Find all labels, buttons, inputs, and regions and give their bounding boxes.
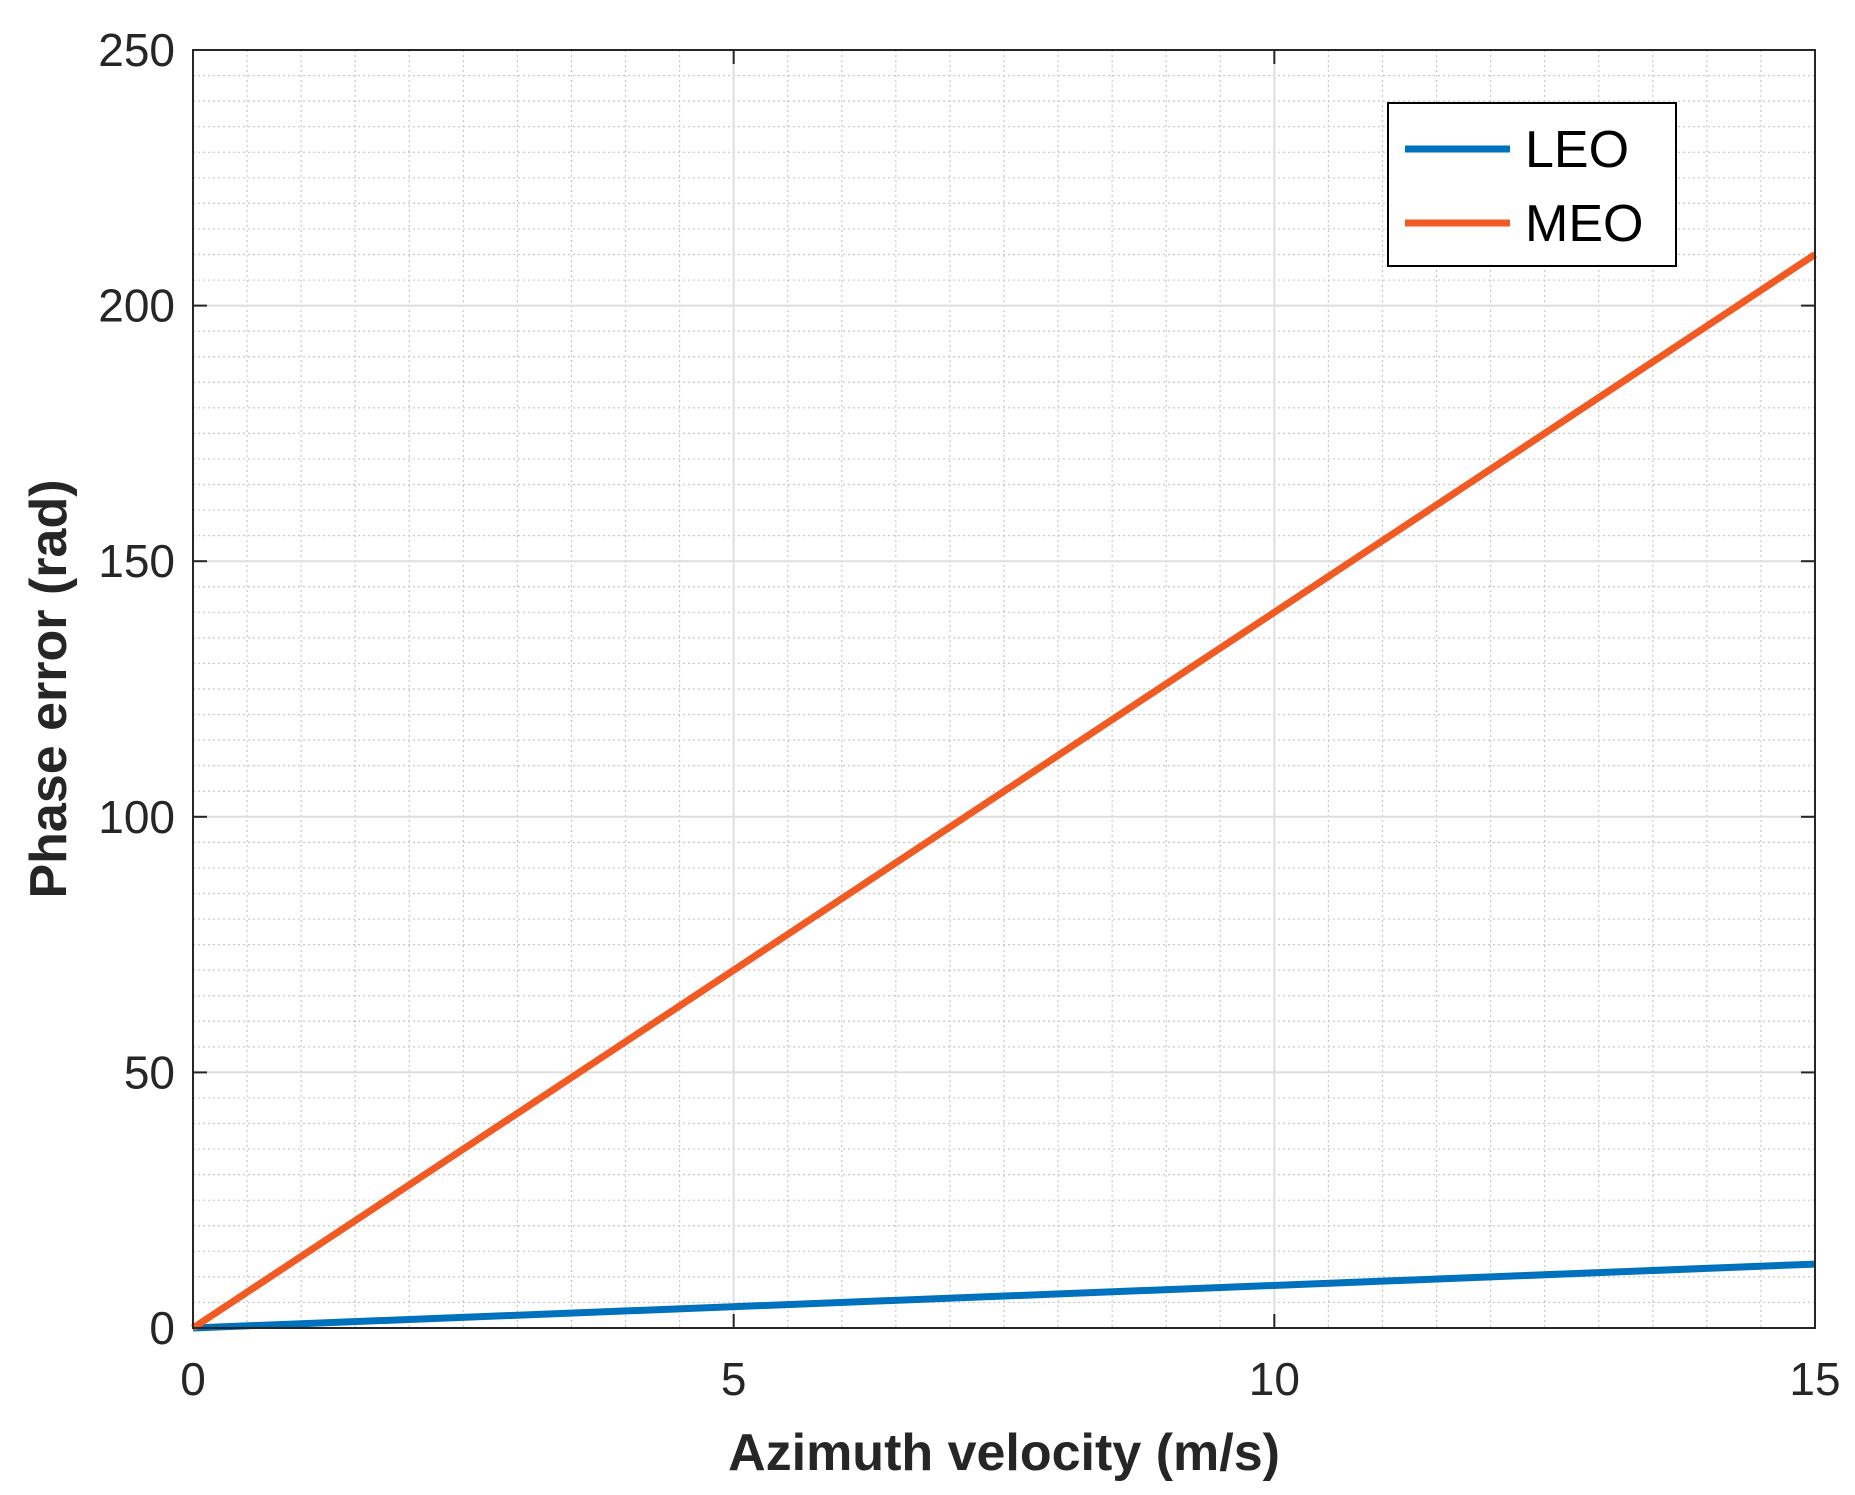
y-tick-label: 250 xyxy=(98,24,175,76)
major-grid xyxy=(193,50,1815,1328)
y-tick-label: 50 xyxy=(124,1046,175,1098)
y-axis-title: Phase error (rad) xyxy=(20,479,78,898)
series-layer xyxy=(191,251,1817,1332)
legend: LEO MEO xyxy=(1387,102,1677,267)
y-tick-label: 150 xyxy=(98,535,175,587)
x-tick-label: 5 xyxy=(721,1353,747,1405)
legend-box xyxy=(1387,102,1677,267)
x-tick-label: 15 xyxy=(1789,1353,1840,1405)
series-line-leo xyxy=(192,1260,1816,1332)
x-tick-labels: 0 5 10 15 xyxy=(180,1353,1840,1405)
series-line-meo xyxy=(191,251,1817,1331)
x-tick-label: 10 xyxy=(1249,1353,1300,1405)
y-tick-label: 0 xyxy=(149,1302,175,1354)
plot-frame xyxy=(192,49,1816,1329)
y-tick-label: 100 xyxy=(98,791,175,843)
y-tick-labels: 0 50 100 150 200 250 xyxy=(98,24,175,1354)
y-tick-label: 200 xyxy=(98,280,175,332)
legend-label-meo: MEO xyxy=(1525,195,1643,253)
axis-ticks xyxy=(192,49,1816,1329)
x-tick-label: 0 xyxy=(180,1353,206,1405)
legend-label-leo: LEO xyxy=(1525,121,1629,179)
x-axis-title: Azimuth velocity (m/s) xyxy=(728,1424,1280,1482)
